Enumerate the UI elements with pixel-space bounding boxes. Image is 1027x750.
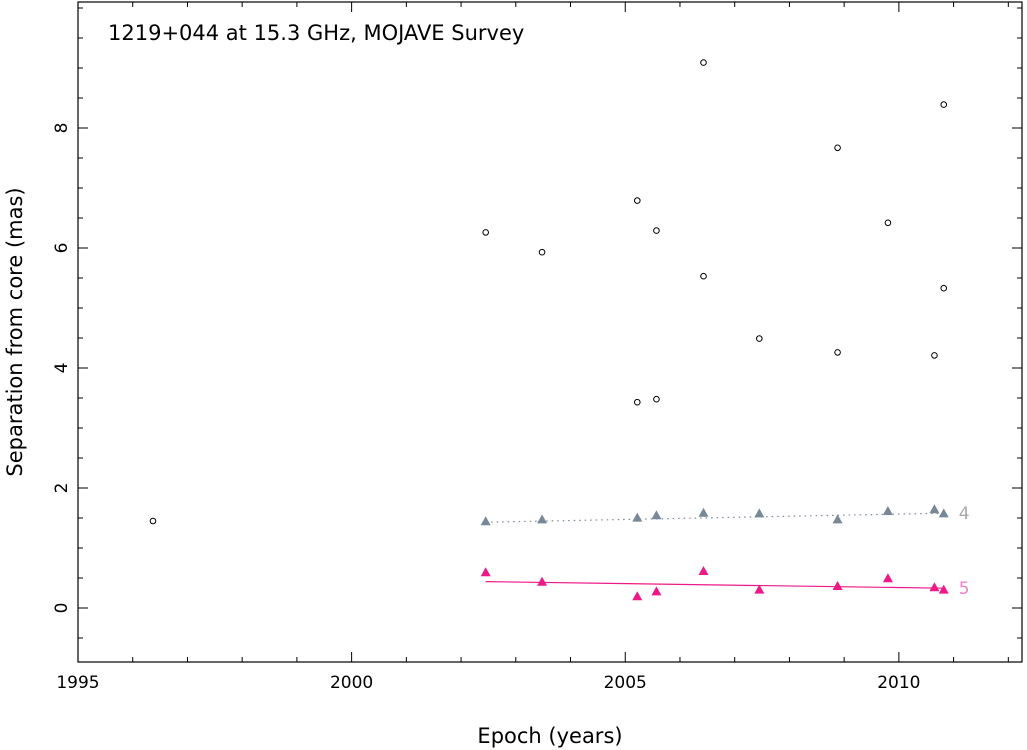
y-axis-label: Separation from core (mas) [3,187,27,476]
data-point-triangle-series-5 [754,584,765,594]
data-point-triangle-series-5 [938,584,949,594]
data-point-triangle-series-5 [537,576,548,586]
series-label-4: 4 [959,504,970,524]
data-point-circle [633,398,641,406]
data-point-circle [538,248,546,256]
x-tick-label: 2000 [330,673,373,693]
y-tick-label: 0 [52,603,72,614]
data-point-circle [482,229,489,236]
chart-title: 1219+044 at 15.3 GHz, MOJAVE Survey [108,21,524,45]
y-tick-label: 6 [52,243,72,254]
data-point-triangle-series-5 [698,566,709,575]
fit-line-series-5 [485,581,944,589]
data-point-triangle-series-4 [832,514,843,524]
data-point-triangle-series-5 [632,591,643,601]
series-labels: 45 [959,504,970,599]
data-point-triangle-series-4 [698,507,709,517]
data-point-circle [834,349,841,356]
data-point-circle [653,227,660,234]
series-label-5: 5 [959,579,970,599]
data-point-triangle-series-4 [537,514,548,524]
data-point-triangle-series-5 [651,586,662,596]
data-point-circle [149,517,157,525]
data-point-triangle-series-4 [754,508,765,518]
data-point-triangle-series-4 [651,510,662,520]
data-point-circle [834,144,841,152]
fit-line-series-4 [485,512,944,523]
data-point-triangle-series-5 [929,582,940,592]
data-point-circle [653,395,660,403]
fit-lines [485,512,944,589]
data-point-circle [700,59,707,66]
axis-ticks: 1995 2000 2005 2010 0 2 4 6 8 [52,2,1022,693]
data-point-circle [884,219,892,227]
data-point-circle [700,272,707,280]
data-point-triangle-series-4 [938,508,949,518]
data-point-circle [756,335,763,342]
data-point-triangle-series-4 [480,516,491,526]
data-point-circle [940,101,948,108]
data-point-triangle-series-5 [480,567,491,577]
y-tick-label: 2 [52,483,72,494]
data-point-triangle-series-5 [832,581,843,590]
x-tick-label: 2010 [877,673,920,693]
y-tick-label: 8 [52,123,72,134]
x-axis-label: Epoch (years) [477,724,622,748]
y-tick-label: 4 [52,363,72,374]
data-point-circle [940,284,948,292]
data-point-triangle-series-4 [929,504,940,514]
data-point-triangle-series-4 [882,506,893,515]
data-point-triangle-series-5 [882,573,893,583]
data-point-circle [931,352,938,359]
x-tick-label: 1995 [56,673,99,693]
data-points [149,59,949,601]
plot-frame [77,1,1023,663]
x-tick-label: 2005 [604,673,647,693]
data-point-triangle-series-4 [632,512,643,522]
data-point-circle [633,197,641,204]
